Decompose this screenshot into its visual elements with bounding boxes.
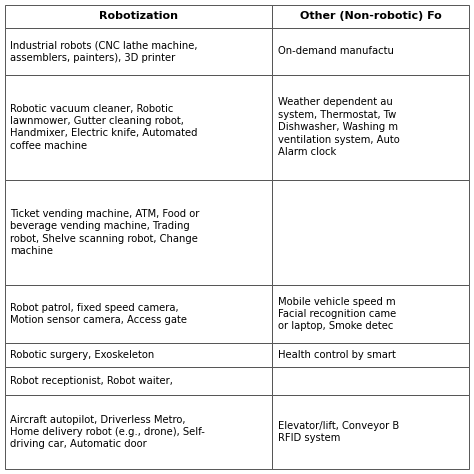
- Bar: [5, 394, 272, 469]
- Bar: [272, 5, 469, 28]
- Text: Aircraft autopilot, Driverless Metro,
Home delivery robot (e.g., drone), Self-
d: Aircraft autopilot, Driverless Metro, Ho…: [10, 414, 205, 449]
- Text: Robot patrol, fixed speed camera,
Motion sensor camera, Access gate: Robot patrol, fixed speed camera, Motion…: [10, 303, 187, 325]
- Bar: [5, 366, 272, 394]
- Text: Industrial robots (CNC lathe machine,
assemblers, painters), 3D printer: Industrial robots (CNC lathe machine, as…: [10, 40, 198, 63]
- Bar: [272, 75, 469, 180]
- Bar: [5, 28, 272, 75]
- Bar: [272, 28, 469, 75]
- Bar: [5, 75, 272, 180]
- Bar: [272, 366, 469, 394]
- Text: Robotization: Robotization: [99, 11, 178, 21]
- Text: Health control by smart: Health control by smart: [277, 350, 395, 360]
- Bar: [5, 5, 272, 28]
- Bar: [5, 343, 272, 366]
- Text: On-demand manufactu: On-demand manufactu: [277, 46, 393, 56]
- Text: Mobile vehicle speed m
Facial recognition came
or laptop, Smoke detec: Mobile vehicle speed m Facial recognitio…: [277, 297, 396, 331]
- Bar: [5, 285, 272, 343]
- Text: Weather dependent au
system, Thermostat, Tw
Dishwasher, Washing m
ventilation sy: Weather dependent au system, Thermostat,…: [277, 98, 399, 157]
- Text: Other (Non-robotic) Fo: Other (Non-robotic) Fo: [300, 11, 441, 21]
- Text: Robotic surgery, Exoskeleton: Robotic surgery, Exoskeleton: [10, 350, 155, 360]
- Bar: [272, 285, 469, 343]
- Bar: [272, 394, 469, 469]
- Text: Robot receptionist, Robot waiter,: Robot receptionist, Robot waiter,: [10, 375, 173, 385]
- Bar: [272, 343, 469, 366]
- Text: Ticket vending machine, ATM, Food or
beverage vending machine, Trading
robot, Sh: Ticket vending machine, ATM, Food or bev…: [10, 209, 200, 256]
- Text: Robotic vacuum cleaner, Robotic
lawnmower, Gutter cleaning robot,
Handmixer, Ele: Robotic vacuum cleaner, Robotic lawnmowe…: [10, 104, 198, 151]
- Text: Elevator/lift, Conveyor B
RFID system: Elevator/lift, Conveyor B RFID system: [277, 421, 399, 443]
- Bar: [272, 180, 469, 285]
- Bar: [5, 180, 272, 285]
